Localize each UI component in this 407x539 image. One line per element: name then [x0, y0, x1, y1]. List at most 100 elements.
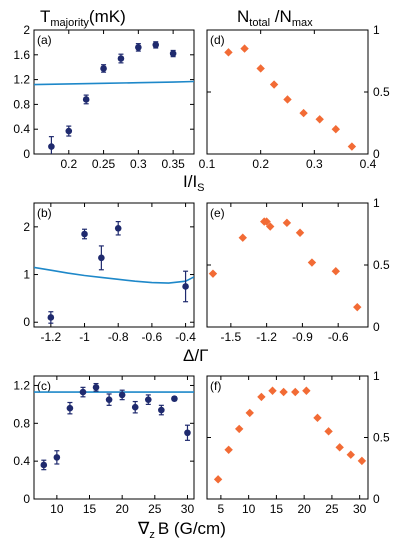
x-tick-label: 5	[218, 502, 225, 516]
x-tick-label: 20	[115, 502, 129, 516]
y-tick-label: 0	[373, 492, 380, 506]
y-tick-label: 0.8	[13, 416, 30, 430]
row1-xlabel: I/IS	[183, 172, 205, 194]
x-tick-label: 10	[242, 502, 256, 516]
y-tick-label: 2	[23, 220, 30, 234]
panel-label: (d)	[210, 33, 225, 47]
y-tick-label: 0.5	[373, 431, 390, 445]
panel-f: 5 10 15 20 25 30 0 0.5 1 (f)	[206, 369, 390, 516]
panel-label: (b)	[37, 206, 52, 220]
y-tick-label: 1.2	[13, 73, 30, 87]
y-tick-label: 1.6	[13, 48, 30, 62]
y-tick-label: 0.8	[13, 97, 30, 111]
y-tick-label: 1	[373, 369, 380, 383]
x-tick-label: 0.2	[60, 157, 77, 171]
data-point-diamond	[331, 125, 340, 134]
data-point-circle	[66, 404, 74, 412]
data-layer	[224, 44, 357, 151]
data-point-diamond	[313, 413, 322, 423]
right-column-header: Ntotal /Nmax	[237, 7, 313, 29]
data-point-diamond	[256, 64, 265, 73]
data-point-diamond	[346, 450, 355, 459]
x-tick-label: 30	[181, 502, 195, 516]
data-point-diamond	[282, 218, 292, 228]
data-point-circle	[131, 403, 139, 411]
theory-curve	[34, 266, 194, 284]
x-tick-label: 30	[353, 502, 367, 516]
data-point-circle	[92, 384, 100, 391]
data-point-circle	[135, 44, 142, 51]
data-point-circle	[65, 127, 73, 135]
y-tick-label: 1.2	[13, 378, 30, 392]
row2-xlabel: Δ/Γ	[183, 346, 208, 365]
y-tick-label: 0	[23, 147, 30, 161]
data-point-circle	[100, 65, 107, 72]
data-layer	[208, 217, 362, 312]
y-tick-label: 1	[373, 196, 380, 210]
data-point-diamond	[257, 392, 266, 402]
plot-frame	[206, 29, 369, 155]
x-tick-label: -0.6	[328, 330, 349, 344]
x-tick-label: 25	[148, 502, 162, 516]
y-tick-label: 0.5	[373, 85, 390, 99]
data-point-circle	[48, 143, 55, 150]
data-point-diamond	[315, 115, 324, 124]
panel-label: (a)	[37, 33, 52, 47]
data-point-circle	[98, 254, 105, 262]
data-layer	[34, 41, 194, 154]
data-point-circle	[171, 395, 178, 403]
theory-curve	[34, 80, 194, 86]
x-tick-label: 20	[297, 502, 311, 516]
y-tick-label: 1	[373, 23, 380, 37]
data-point-circle	[144, 396, 152, 403]
x-tick-label: 0.4	[360, 157, 377, 171]
x-tick-label: 0.3	[306, 157, 323, 171]
x-tick-label: 0.35	[161, 157, 185, 171]
panel-d: 0.1 0.2 0.3 0.40 0.5 1 (d)	[199, 23, 390, 171]
x-tick-label: 15	[83, 502, 97, 516]
data-point-circle	[114, 224, 122, 232]
plot-frame	[206, 375, 369, 500]
panel-label: (e)	[210, 206, 225, 220]
data-point-diamond	[335, 443, 344, 452]
panel-e: -1.5 -1.2 -0.9 -0.6 0 0.5 1 (e)	[206, 196, 390, 344]
x-tick-label: 10	[50, 502, 64, 516]
x-tick-label: -0.6	[142, 330, 163, 344]
panel-c: 10 15 20 25 30 0 0.4 0.8 1.2 (c)	[13, 375, 195, 516]
data-point-circle	[169, 50, 177, 57]
data-point-circle	[81, 230, 88, 238]
data-point-diamond	[266, 222, 275, 231]
panel-b: -1.2 -1 -0.8 -0.6 -0.4 0 1 2 (b)	[23, 202, 196, 344]
data-point-circle	[117, 55, 125, 62]
row3-xlabel: ∇z B (G/cm)	[137, 519, 226, 539]
left-column-header: Tmajority(mK)	[40, 7, 126, 29]
x-tick-label: 15	[270, 502, 284, 516]
data-point-circle	[118, 391, 126, 399]
x-tick-label: -1.5	[221, 330, 242, 344]
y-tick-label: 0	[23, 492, 30, 506]
x-tick-label: -1	[79, 330, 90, 344]
x-tick-label: 25	[325, 502, 339, 516]
data-point-diamond	[283, 95, 292, 104]
panel-label: (c)	[37, 379, 51, 393]
y-tick-label: 0.5	[373, 258, 390, 272]
data-point-circle	[152, 41, 160, 49]
data-point-diamond	[324, 427, 333, 436]
data-point-diamond	[245, 408, 254, 418]
plot-frame	[33, 29, 195, 155]
data-point-diamond	[224, 445, 233, 454]
data-point-diamond	[268, 386, 277, 395]
data-point-diamond	[279, 387, 288, 397]
x-tick-label: 0.2	[252, 157, 269, 171]
y-tick-label: 0.4	[13, 122, 30, 136]
data-layer	[213, 386, 367, 484]
data-point-circle	[79, 388, 87, 396]
x-tick-label: -0.9	[292, 330, 313, 344]
y-tick-label: 0	[373, 320, 380, 334]
data-point-diamond	[295, 228, 305, 237]
data-point-diamond	[302, 386, 311, 395]
data-point-diamond	[347, 142, 357, 151]
y-tick-label: 0.4	[13, 454, 30, 468]
data-point-circle	[40, 461, 48, 469]
data-point-diamond	[213, 475, 223, 484]
